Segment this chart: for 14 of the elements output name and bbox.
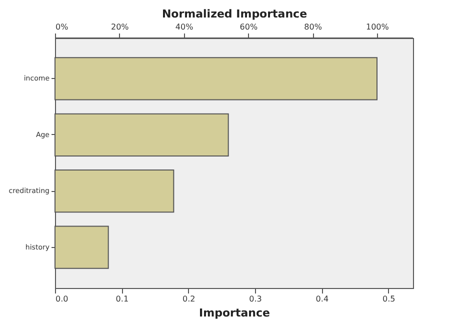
x2-tick-label: 0% bbox=[56, 22, 69, 32]
x-tick-label: 0.0 bbox=[56, 294, 68, 304]
x-tick-label: 0.5 bbox=[382, 294, 396, 304]
x2-tick-label: 40% bbox=[175, 22, 194, 32]
x-tick-label: 0.1 bbox=[116, 294, 129, 304]
x-tick-label: 0.3 bbox=[249, 294, 262, 304]
x2-tick-label: 20% bbox=[111, 22, 130, 32]
x2-axis-title: Normalized Importance bbox=[162, 8, 308, 20]
x2-tick-label: 80% bbox=[304, 22, 322, 32]
x-tick-label: 0.2 bbox=[182, 294, 196, 304]
x2-tick-label: 60% bbox=[240, 22, 258, 32]
x-axis-title: Importance bbox=[199, 306, 270, 320]
x2-tick-label: 100% bbox=[366, 22, 390, 32]
x-tick-label: 0.4 bbox=[316, 294, 329, 304]
